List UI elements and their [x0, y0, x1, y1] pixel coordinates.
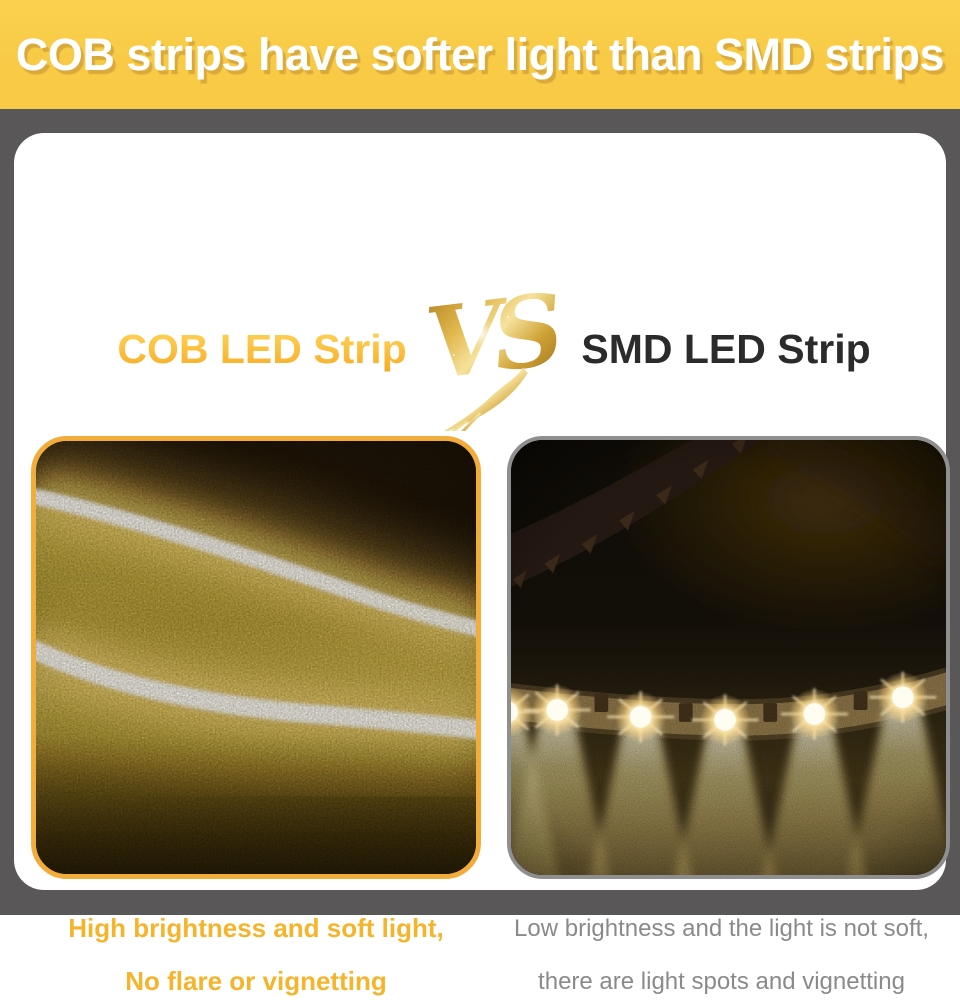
smd-strip-photo	[507, 436, 950, 879]
banner-title: COB strips have softer light than SMD st…	[15, 29, 945, 80]
cob-caption: High brightness and soft light, No flare…	[31, 902, 481, 1008]
comparison-card: COB LED Strip SMD LED Strip	[14, 133, 950, 996]
cob-caption-line2: No flare or vignetting	[125, 966, 387, 996]
cob-strip-photo	[31, 436, 481, 879]
vs-icon: VS	[424, 272, 562, 431]
smd-title: SMD LED Strip	[581, 326, 871, 372]
vs-brush-tail	[436, 367, 528, 431]
cob-caption-line1: High brightness and soft light,	[68, 913, 444, 943]
cob-title: COB LED Strip	[42, 323, 482, 375]
vs-gold-brush-graphic: VS	[424, 259, 562, 431]
smd-caption-line2: there are light spots and vignetting	[538, 968, 905, 995]
smd-caption-line1: Low brightness and the light is not soft…	[514, 915, 929, 942]
banner: COB strips have softer light than SMD st…	[0, 0, 960, 109]
smd-caption: Low brightness and the light is not soft…	[483, 902, 960, 1008]
